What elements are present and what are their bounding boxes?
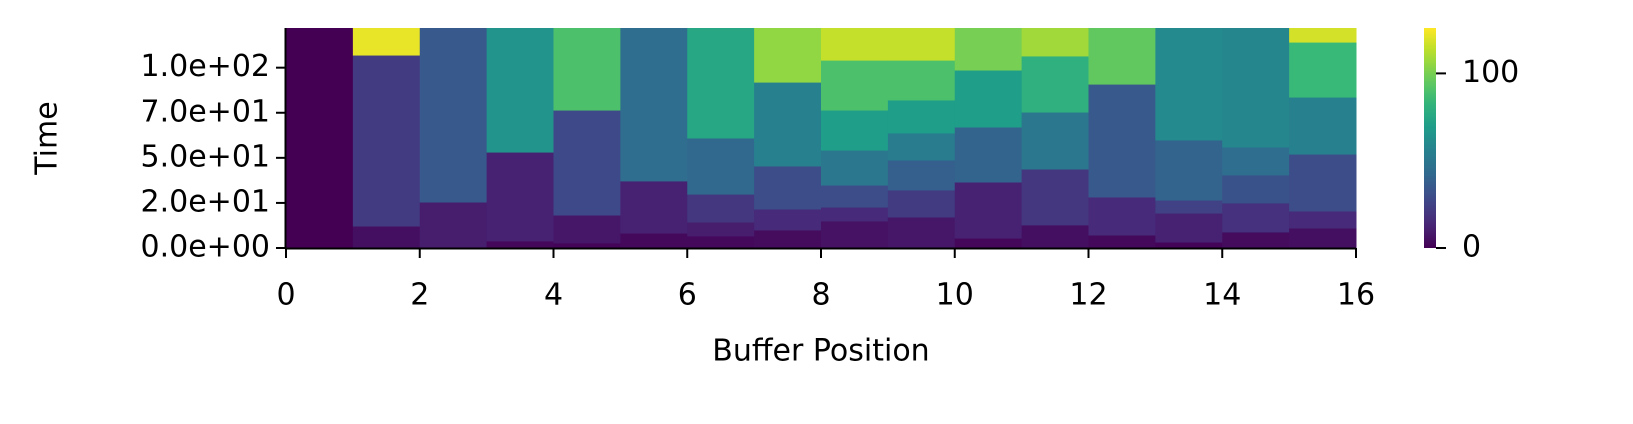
x-tick-label: 8	[811, 278, 830, 313]
heatmap-cell	[1222, 28, 1290, 148]
heatmap-cell	[754, 165, 822, 210]
x-tick-label: 12	[1069, 278, 1107, 313]
heatmap-cell	[687, 194, 755, 223]
x-tick-label: 6	[678, 278, 697, 313]
heatmap-cell	[1289, 154, 1357, 212]
heatmap-cell	[1289, 227, 1357, 249]
heatmap-cell	[1021, 55, 1089, 113]
heatmap-cell	[687, 138, 755, 195]
heatmap-cell	[954, 182, 1023, 239]
heatmap-cell	[1021, 28, 1089, 57]
y-tick-label: 2.0e+01	[141, 184, 270, 219]
heatmap-cell	[1155, 242, 1223, 249]
heatmap-cell	[1021, 224, 1089, 249]
heatmap-cell	[352, 55, 421, 227]
heatmap-cell	[1222, 231, 1290, 249]
y-axis-label: Time	[30, 101, 65, 175]
heatmap-cell	[754, 209, 822, 231]
heatmap-cell	[1289, 211, 1357, 229]
heatmap-cell	[1289, 28, 1357, 43]
heatmap-cell	[887, 132, 956, 161]
heatmap-cell	[887, 60, 956, 101]
heatmap-cell	[887, 28, 956, 61]
y-tick-label: 1.0e+02	[141, 49, 270, 84]
heatmap-cell	[821, 150, 889, 186]
heatmap-cell	[954, 70, 1023, 128]
heatmap-cell	[887, 189, 956, 218]
heatmap-cell	[1155, 28, 1223, 141]
colorbar	[1424, 28, 1436, 248]
colorbar-tick-label: 100	[1462, 55, 1519, 90]
heatmap-cell	[1021, 169, 1089, 226]
heatmap-cell	[754, 28, 822, 83]
heatmap-cell	[352, 28, 421, 56]
heatmap-cell	[821, 207, 889, 222]
heatmap-cell	[553, 215, 621, 244]
heatmap-cell	[687, 222, 755, 237]
x-tick-label: 4	[544, 278, 563, 313]
heatmap-cell	[486, 28, 554, 153]
heatmap-cell	[486, 240, 554, 249]
heatmap-cell	[1222, 174, 1290, 204]
heatmap-cell	[620, 233, 688, 249]
y-tick-label: 5.0e+01	[141, 139, 270, 174]
heatmap-cell	[821, 60, 889, 111]
heatmap-cell	[286, 28, 354, 249]
heatmap-cell	[687, 28, 755, 139]
heatmap-cell	[553, 110, 621, 216]
heatmap-cell	[1088, 28, 1156, 85]
heatmap-cell	[553, 242, 621, 249]
heatmap-cell	[419, 28, 488, 203]
heatmap-cell	[887, 216, 956, 249]
heatmap-cell	[954, 127, 1023, 183]
colorbar-tick-label: 0	[1462, 230, 1481, 265]
heatmap-cell	[352, 226, 421, 249]
heatmap-cell	[553, 28, 621, 111]
x-axis-label: Buffer Position	[712, 334, 929, 369]
heatmap-cell	[821, 110, 889, 151]
x-tick-label: 14	[1203, 278, 1241, 313]
heatmap-cell	[1155, 213, 1223, 243]
heatmap-cell	[954, 28, 1023, 71]
heatmap-cell	[1088, 84, 1156, 198]
y-tick-label: 7.0e+01	[141, 94, 270, 129]
heatmap-cell	[620, 180, 688, 234]
heatmap-cell	[1289, 42, 1357, 98]
x-tick-label: 2	[410, 278, 429, 313]
heatmap-cell	[1289, 97, 1357, 155]
heatmap-cell	[821, 185, 889, 208]
x-tick-label: 0	[276, 278, 295, 313]
x-tick-label: 16	[1337, 278, 1375, 313]
heatmap-cell	[954, 238, 1023, 249]
heatmap-cell	[1155, 200, 1223, 214]
heatmap-cell	[754, 229, 822, 249]
heatmap-cell	[1222, 202, 1290, 233]
heatmap-cell	[486, 152, 554, 242]
x-tick-label: 10	[936, 278, 974, 313]
heatmap-cell	[1088, 196, 1156, 236]
heatmap-cell	[620, 28, 688, 182]
heatmap-cell	[887, 160, 956, 191]
heatmap-cell	[1155, 139, 1223, 201]
heatmap-cell	[821, 28, 889, 61]
heatmap-cell	[887, 99, 956, 134]
heatmap-cell	[1021, 112, 1089, 170]
heatmap-cell	[1222, 147, 1290, 176]
y-tick-label: 0.0e+00	[141, 230, 270, 265]
heatmap-cell	[687, 235, 755, 249]
heatmap-cell	[1088, 235, 1156, 249]
heatmap-cell	[419, 202, 488, 249]
heatmap-cell	[821, 220, 889, 249]
heatmap-cell	[754, 82, 822, 167]
